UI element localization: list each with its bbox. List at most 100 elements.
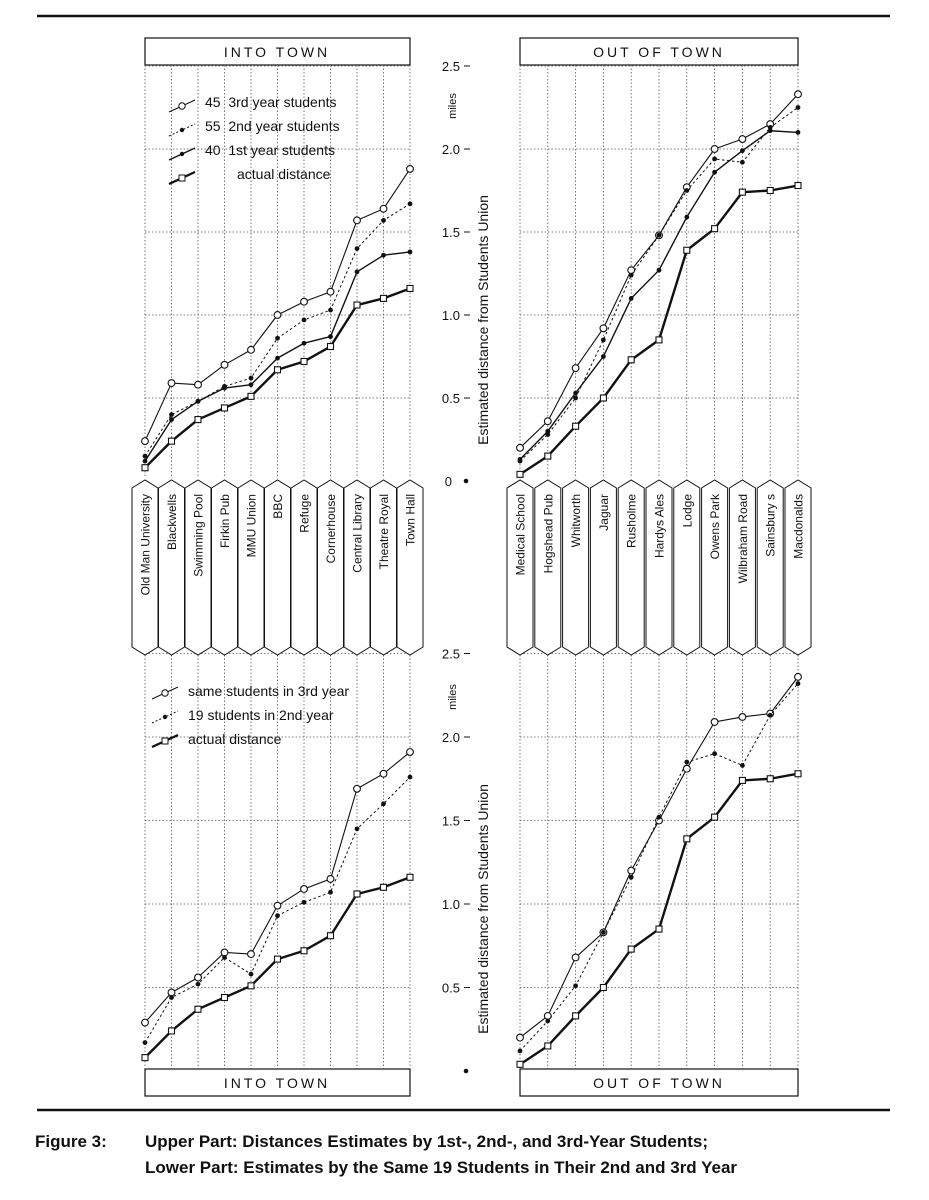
data-point bbox=[167, 1027, 176, 1035]
data-point bbox=[169, 412, 174, 417]
data-point bbox=[142, 1040, 148, 1046]
series-line bbox=[519, 107, 799, 462]
data-point bbox=[247, 982, 255, 990]
chart-out-of-town-upper bbox=[516, 65, 802, 478]
category-tag-shape bbox=[673, 479, 701, 656]
data-point bbox=[326, 287, 335, 296]
data-point bbox=[767, 712, 773, 718]
y-tick-label: 2.5 bbox=[442, 59, 460, 74]
data-point bbox=[573, 395, 578, 401]
series-open-circle bbox=[141, 748, 414, 1027]
data-point bbox=[275, 335, 280, 341]
data-point bbox=[711, 225, 719, 233]
category-tag-into: Firkin Pub bbox=[211, 479, 238, 656]
data-point bbox=[710, 145, 719, 153]
category-tag-into: Swimming Pool bbox=[184, 479, 212, 656]
data-point bbox=[326, 874, 335, 883]
data-point bbox=[656, 814, 662, 820]
y-axis-title-bottom: Estimated distance from Students Union bbox=[475, 784, 491, 1034]
y-tick-label: 0 bbox=[445, 474, 452, 489]
data-point bbox=[141, 1018, 149, 1027]
category-tag-into: BBC bbox=[264, 479, 291, 656]
data-point bbox=[142, 458, 148, 464]
data-point bbox=[167, 988, 176, 997]
data-point bbox=[738, 135, 747, 143]
data-point bbox=[379, 769, 388, 778]
data-point bbox=[273, 955, 282, 963]
category-label: Lodge bbox=[680, 494, 694, 528]
y-axis-origin-dot bbox=[463, 478, 469, 484]
category-label: Hogshead Pub bbox=[541, 494, 555, 574]
data-point bbox=[169, 417, 174, 422]
data-point bbox=[684, 214, 690, 220]
data-point bbox=[545, 428, 551, 434]
category-label: Central Library bbox=[351, 494, 365, 573]
category-label: Town Hall bbox=[404, 494, 418, 546]
category-tag-out: Macdonalds bbox=[784, 479, 812, 656]
category-label: Hardys Ales bbox=[653, 494, 667, 558]
data-point bbox=[248, 971, 254, 977]
category-tag-into: MMU Union bbox=[237, 479, 265, 656]
series-line bbox=[519, 676, 799, 1039]
legend-label: same students in 3rd year bbox=[188, 683, 349, 699]
data-point bbox=[301, 340, 307, 346]
data-point bbox=[354, 246, 360, 252]
category-label: Blackwells bbox=[165, 494, 179, 550]
data-point bbox=[141, 464, 149, 472]
data-point bbox=[222, 955, 227, 960]
data-point bbox=[656, 267, 662, 273]
data-point bbox=[710, 718, 719, 726]
category-tag-shape bbox=[589, 479, 617, 656]
category-tag-out: Hardys Ales bbox=[645, 479, 673, 656]
data-point bbox=[407, 249, 413, 255]
legend-item-actual: actual distance bbox=[151, 731, 282, 748]
y-axis-unit-bottom: miles bbox=[447, 684, 459, 710]
legend-label: 45 3rd year students bbox=[205, 94, 337, 110]
data-point bbox=[353, 784, 361, 793]
data-point bbox=[328, 889, 333, 895]
data-point bbox=[794, 181, 802, 190]
series-open-circle bbox=[141, 164, 414, 446]
data-point bbox=[738, 776, 746, 784]
category-tag-into: Town Hall bbox=[396, 479, 424, 656]
category-tag-shape bbox=[534, 479, 562, 656]
legend-label: 40 1st year students bbox=[205, 142, 335, 158]
y-tick-label: 1.0 bbox=[442, 308, 460, 323]
data-point bbox=[628, 874, 634, 880]
data-point bbox=[601, 337, 606, 343]
data-point bbox=[516, 1033, 524, 1042]
header-out-bottom-text: OUT OF TOWN bbox=[593, 1075, 725, 1091]
data-point bbox=[381, 252, 386, 258]
data-point bbox=[628, 296, 634, 301]
series-line bbox=[519, 130, 799, 460]
category-label: Owens Park bbox=[708, 493, 722, 559]
category-tag-shape bbox=[396, 479, 424, 656]
y-axis-title-top: Estimated distance from Students Union bbox=[475, 195, 491, 445]
category-tag-shape bbox=[784, 479, 812, 656]
category-tag-into: Blackwells bbox=[158, 479, 185, 656]
data-point bbox=[354, 269, 360, 275]
data-point bbox=[543, 1011, 552, 1020]
category-tag-out: Jaguar bbox=[589, 479, 617, 656]
y-axis-top: 0 0.5 1.0 1.5 2.0 2.5 bbox=[442, 59, 470, 489]
data-point bbox=[711, 813, 719, 821]
data-point bbox=[406, 164, 414, 173]
category-tag-out: Rusholme bbox=[617, 479, 645, 656]
data-point bbox=[354, 826, 360, 832]
category-label: Firkin Pub bbox=[218, 494, 232, 548]
series-line bbox=[519, 184, 799, 476]
category-label: Rusholme bbox=[625, 494, 639, 548]
data-point bbox=[326, 932, 335, 940]
data-point bbox=[571, 364, 580, 373]
category-tag-out: Sainsbury s bbox=[756, 479, 784, 656]
category-tag-shape bbox=[728, 479, 756, 656]
grid bbox=[519, 653, 799, 1069]
data-point bbox=[683, 835, 691, 843]
data-point bbox=[599, 394, 607, 402]
data-point bbox=[795, 681, 801, 686]
data-point bbox=[794, 90, 802, 99]
data-point bbox=[247, 392, 255, 400]
category-tag-out: Hogshead Pub bbox=[534, 479, 562, 656]
y-tick-label: 0.5 bbox=[442, 391, 460, 406]
data-point bbox=[300, 297, 308, 306]
